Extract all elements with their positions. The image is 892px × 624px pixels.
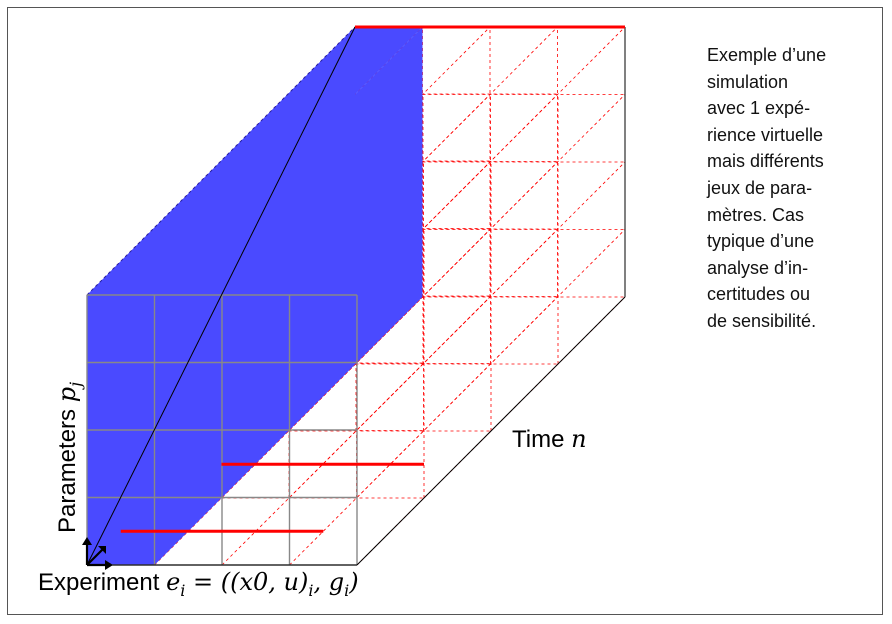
description-line: mais différents bbox=[707, 151, 824, 172]
figure-frame bbox=[7, 7, 883, 615]
slab-top-face bbox=[87, 27, 423, 295]
up-arrowhead bbox=[82, 537, 92, 545]
depth-arrowhead bbox=[98, 546, 106, 554]
time-series-lines bbox=[120, 25, 625, 533]
front-face-grid bbox=[86, 294, 358, 566]
description-line: typique d’une bbox=[707, 231, 815, 252]
description-line: certitudes ou bbox=[707, 284, 811, 305]
cube-edges bbox=[86, 26, 626, 566]
time-axis-label: Time n bbox=[512, 425, 587, 453]
axes-arrows-icon bbox=[82, 537, 113, 570]
description-line: jeux de para- bbox=[707, 177, 813, 198]
parameters-axis-label: Parameters pj bbox=[53, 382, 85, 533]
depth-arrow-shaft bbox=[86, 547, 105, 566]
description-line: de sensibilité. bbox=[707, 310, 817, 331]
description-line: Exemple d’une bbox=[707, 45, 827, 65]
description-line: mètres. Cas bbox=[707, 204, 805, 225]
description-line: simulation bbox=[707, 71, 789, 92]
description-line: rience virtuelle bbox=[707, 124, 824, 145]
description-line: analyse d’in- bbox=[707, 257, 809, 278]
experiment-axis-label: Experiment ei = ((x0, u)i, gi) bbox=[38, 568, 359, 600]
diagonal-edge bbox=[86, 26, 356, 566]
bottom-right-depth-edge bbox=[356, 296, 626, 566]
right-arrowhead bbox=[105, 560, 113, 570]
parameter-slab bbox=[86, 26, 423, 565]
description-text: Exemple d’une simulation avec 1 expé-rienc… bbox=[707, 42, 882, 335]
description-line: avec 1 expé- bbox=[707, 98, 811, 119]
